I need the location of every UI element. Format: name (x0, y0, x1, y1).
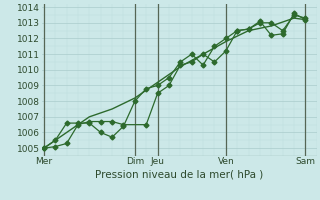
X-axis label: Pression niveau de la mer( hPa ): Pression niveau de la mer( hPa ) (95, 169, 263, 179)
